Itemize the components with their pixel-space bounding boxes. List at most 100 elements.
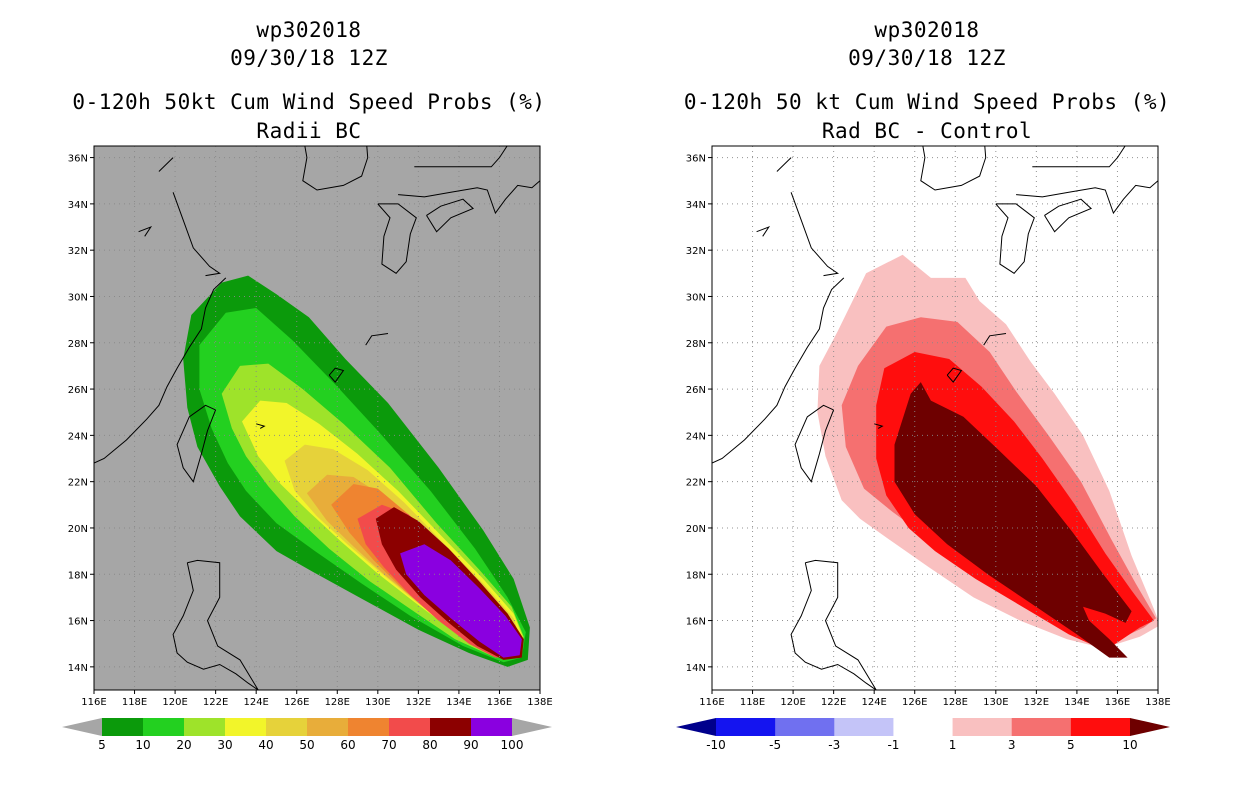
- contour-group: [817, 254, 1158, 658]
- legend-swatch: [893, 718, 954, 736]
- coastlines: [712, 146, 1158, 690]
- legend-swatch: [775, 718, 835, 736]
- lat-label: 14N: [68, 663, 88, 674]
- lat-label: 26N: [686, 385, 706, 396]
- lat-label: 26N: [68, 385, 88, 396]
- contour-10-percent: [894, 382, 1132, 658]
- coastline: [328, 367, 345, 383]
- legend-label: 1: [949, 738, 957, 752]
- lat-label: 28N: [686, 339, 706, 350]
- lon-label: 134E: [1064, 697, 1089, 708]
- lon-label: 138E: [1145, 697, 1170, 708]
- legend-label: -1: [887, 738, 899, 752]
- legend-swatch: [184, 718, 226, 736]
- lat-label: 18N: [68, 570, 88, 581]
- left-map: 116E 118E 120E 122E 124E 126E 128E 130E 132E 134E…: [62, 145, 553, 752]
- lon-label: 136E: [1105, 697, 1130, 708]
- lon-label: 134E: [446, 697, 471, 708]
- legend-label: 100: [501, 738, 524, 752]
- legend-label: 5: [1067, 738, 1075, 752]
- coastline: [256, 423, 266, 429]
- lat-label: 18N: [686, 570, 706, 581]
- contour-90-percent: [400, 544, 522, 658]
- lon-label: 116E: [699, 697, 724, 708]
- lon-label: 128E: [943, 697, 968, 708]
- grid-lines: [94, 146, 540, 690]
- lat-label: 30N: [686, 292, 706, 303]
- lat-label: 28N: [68, 339, 88, 350]
- coastline: [920, 146, 987, 191]
- lon-label: 130E: [365, 697, 390, 708]
- legend-label: 30: [217, 738, 232, 752]
- lon-label: 128E: [325, 697, 350, 708]
- legend-arrow-left: [676, 718, 716, 736]
- date-title: 09/30/18 12Z: [230, 46, 388, 70]
- coastline: [426, 198, 475, 233]
- lon-label: 126E: [902, 697, 927, 708]
- map-frame: [93, 145, 541, 691]
- coastline: [365, 333, 389, 346]
- lon-label: 116E: [81, 697, 106, 708]
- lon-label: 122E: [203, 697, 228, 708]
- variant-title: Radii BC: [256, 119, 362, 143]
- product-title: 0-120h 50 kt Cum Wind Speed Probs (%): [683, 90, 1171, 114]
- right-panel: wp302018 09/30/18 12Z 0-120h 50 kt Cum W…: [618, 0, 1236, 800]
- lat-label: 20N: [686, 524, 706, 535]
- legend-swatch: [716, 718, 776, 736]
- coastline: [712, 277, 845, 464]
- lat-label: 36N: [686, 154, 706, 165]
- lon-label: 136E: [487, 697, 512, 708]
- variant-title: Rad BC - Control: [821, 119, 1033, 143]
- legend-swatch: [143, 718, 185, 736]
- grid-lines: [712, 146, 1158, 690]
- coastline: [377, 203, 417, 274]
- lat-label: 34N: [686, 200, 706, 211]
- coastline: [138, 225, 153, 237]
- coastline: [983, 333, 1007, 346]
- coastline: [946, 367, 963, 383]
- legend-swatch: [102, 718, 144, 736]
- lat-label: 32N: [68, 246, 88, 257]
- coastline: [756, 225, 771, 237]
- lat-label: 16N: [68, 617, 88, 628]
- right-map: 116E 118E 120E 122E 124E 126E 128E 130E 132E 134E…: [676, 145, 1171, 752]
- lon-label: 138E: [527, 697, 552, 708]
- legend-label: 80: [422, 738, 437, 752]
- lat-label: 24N: [68, 431, 88, 442]
- legend-label: 60: [340, 738, 355, 752]
- lat-label: 20N: [68, 524, 88, 535]
- lon-label: 124E: [861, 697, 886, 708]
- date-title: 09/30/18 12Z: [848, 46, 1006, 70]
- contour-group: [183, 275, 530, 667]
- legend-label: 90: [463, 738, 478, 752]
- legend-swatch: [1011, 718, 1072, 736]
- coastlines: [94, 146, 540, 690]
- legend-label: 10: [135, 738, 150, 752]
- coastline: [398, 180, 540, 215]
- coastline: [1016, 180, 1158, 215]
- legend-arrow-left: [62, 718, 102, 736]
- storm-id-title: wp302018: [256, 18, 362, 42]
- lon-label: 118E: [740, 697, 765, 708]
- coastline: [794, 404, 835, 483]
- legend-swatch: [430, 718, 472, 736]
- legend-label: -3: [828, 738, 840, 752]
- coastline: [1044, 198, 1093, 233]
- legend-swatch: [389, 718, 431, 736]
- lon-label: 132E: [406, 697, 431, 708]
- coastline: [995, 203, 1035, 274]
- lat-label: 14N: [686, 663, 706, 674]
- legend-label: 20: [176, 738, 191, 752]
- storm-id-title: wp302018: [874, 18, 980, 42]
- legend-swatch: [952, 718, 1013, 736]
- lon-label: 130E: [983, 697, 1008, 708]
- coastline: [790, 192, 840, 277]
- legend-swatch: [1070, 718, 1131, 736]
- coastline: [94, 277, 227, 464]
- lon-label: 122E: [821, 697, 846, 708]
- lon-label: 132E: [1024, 697, 1049, 708]
- coastline: [874, 423, 884, 429]
- legend-swatch: [307, 718, 349, 736]
- lon-label: 124E: [243, 697, 268, 708]
- coastline: [172, 559, 259, 690]
